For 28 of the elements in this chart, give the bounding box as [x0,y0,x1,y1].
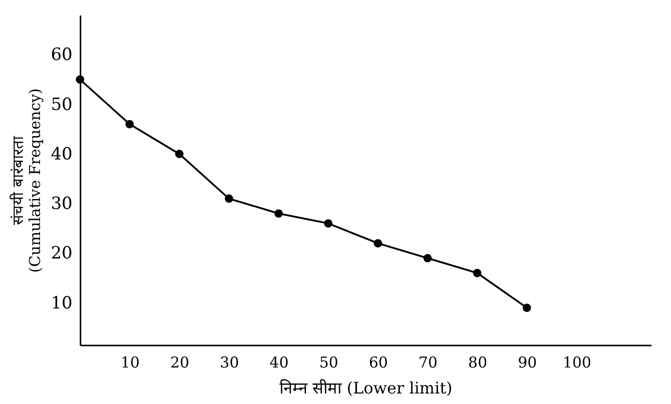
x-tick-label: 60 [368,354,388,372]
point [224,194,234,203]
x-tick-label: 70 [418,354,438,372]
y-axis-title: संचयी बारंबारता (Cumulative Frequency) [8,88,44,273]
point [175,150,184,158]
point [274,209,283,218]
x-axis-title: निम्न सीमा (Lower limit) [280,378,452,398]
point [76,75,84,84]
point [324,219,332,228]
point [374,239,382,248]
x-tick-label: 80 [468,354,488,372]
y-tick-label: 40 [50,144,72,164]
x-tick-label: 40 [270,354,289,372]
x-tick-label: 100 [562,354,592,372]
point [125,120,134,128]
y-tick-label: 10 [50,293,72,314]
y-tick-label: 30 [50,194,72,214]
y-tick-label: 60 [50,45,72,66]
x-tick-label: 30 [220,354,240,372]
y-tick-label: 50 [50,94,72,115]
point [522,304,532,312]
point [423,254,432,262]
y-tick-label: 20 [50,244,72,264]
x-tick-label: 20 [170,354,190,372]
x-tick-label: 50 [319,354,338,372]
x-tick-label: 10 [120,354,140,372]
point [473,268,482,278]
x-tick-label: 90 [518,354,537,372]
